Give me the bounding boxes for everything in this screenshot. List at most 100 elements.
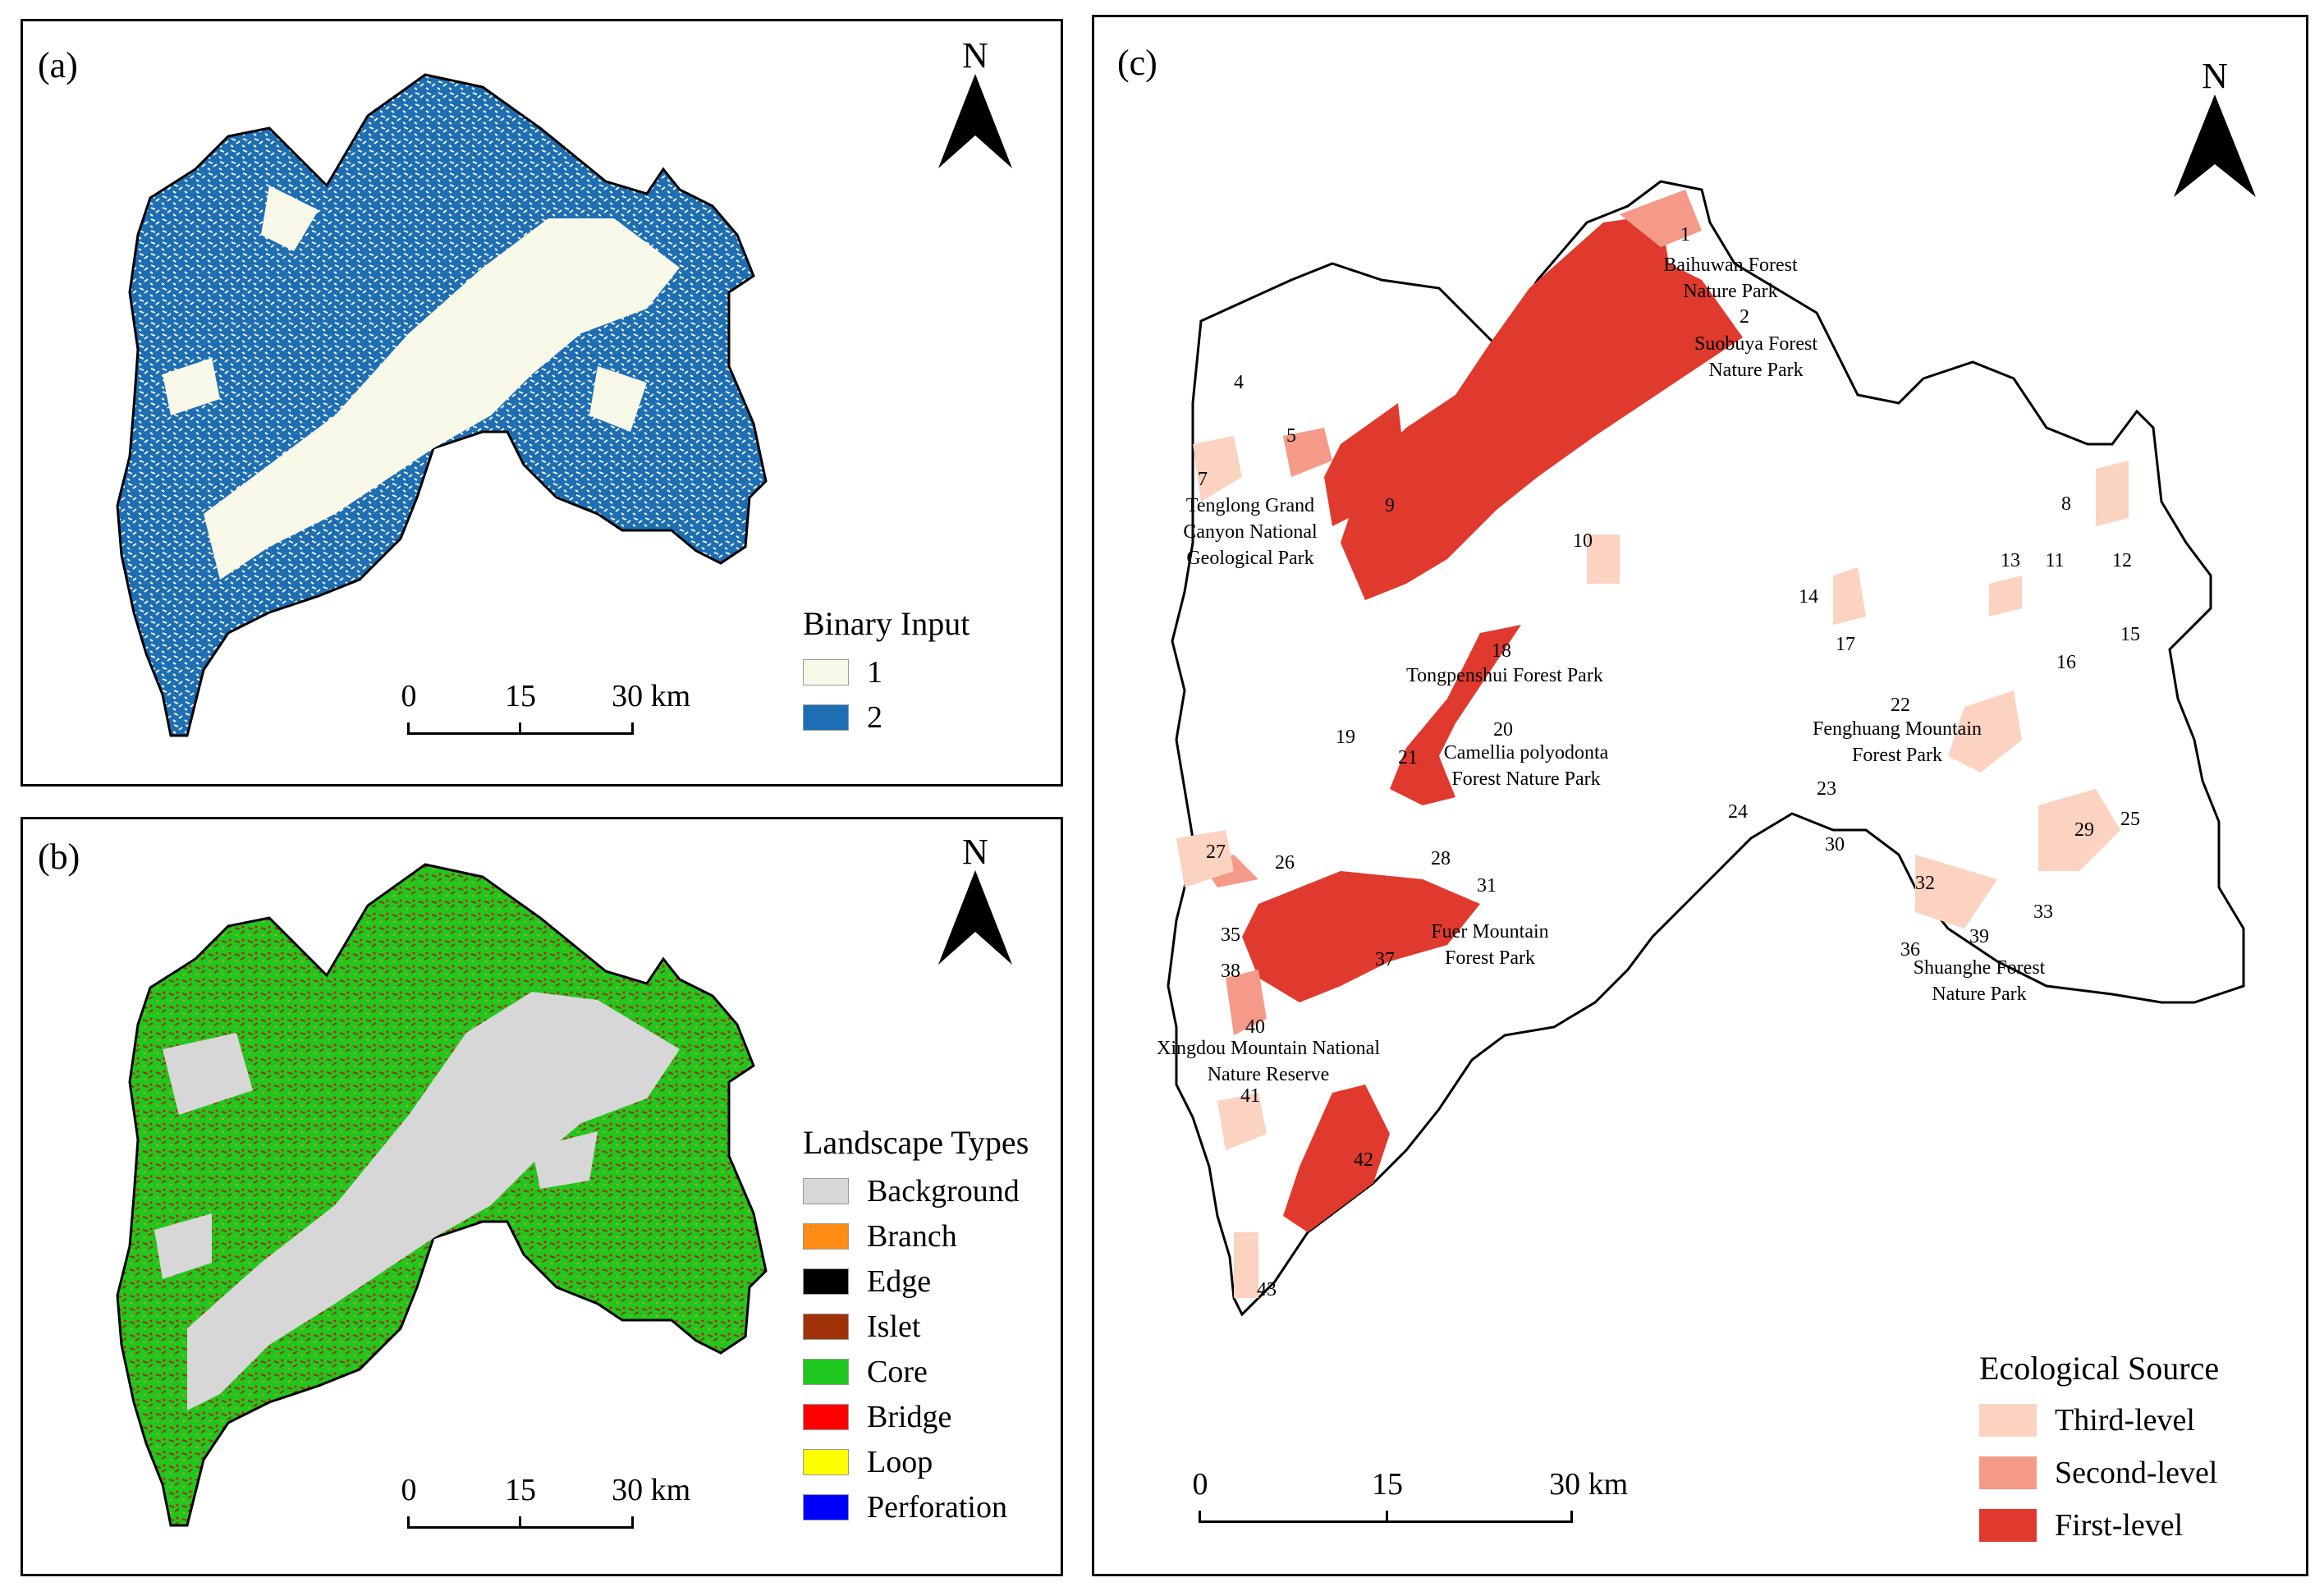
panel-c: (c) 1 2 4 5 7 8 9 10 11 12 13 14 15 16 1… (1092, 15, 2308, 1576)
source-number: 17 (1836, 634, 1855, 655)
source-number: 15 (2120, 624, 2140, 645)
source-number: 32 (1915, 873, 1935, 894)
source-number: 39 (1969, 926, 1989, 947)
source-number: 38 (1221, 961, 1240, 982)
legend-item: Edge (803, 1259, 1029, 1304)
source-number: 7 (1198, 469, 1208, 490)
place-label: Fenghuang Mountain Forest Park (1813, 718, 1982, 766)
source-first-level (1341, 214, 1743, 600)
source-number: 42 (1354, 1149, 1373, 1171)
legend-swatch (803, 658, 849, 686)
legend-item: Islet (803, 1304, 1029, 1349)
legend-item: First-level (1979, 1499, 2219, 1552)
source-number: 29 (2074, 819, 2094, 841)
source-number: 35 (1221, 924, 1240, 946)
legend-swatch (803, 1268, 849, 1295)
source-number: 20 (1493, 719, 1513, 741)
legend-swatch (803, 1358, 849, 1385)
source-number: 28 (1431, 848, 1451, 869)
panel-a-label: (a) (38, 45, 78, 85)
legend-a: Binary Input 1 2 (803, 604, 969, 740)
north-arrow-icon (938, 74, 1012, 168)
legend-item: Core (803, 1349, 1029, 1394)
source-number: 22 (1891, 695, 1910, 716)
source-first-level (1390, 625, 1521, 805)
panel-c-map (1167, 180, 2245, 1317)
source-number: 21 (1398, 747, 1418, 768)
legend-swatch (1979, 1404, 2037, 1437)
legend-c: Ecological Source Third-level Second-lev… (1979, 1349, 2219, 1552)
place-label: Camellia polyodonta Forest Nature Park (1443, 742, 1609, 790)
legend-item: 2 (803, 695, 969, 740)
source-number: 27 (1206, 842, 1226, 863)
panel-b-label: (b) (38, 837, 80, 877)
source-first-level (1324, 403, 1406, 526)
legend-item: Perforation (803, 1484, 1029, 1530)
legend-swatch (1979, 1509, 2037, 1542)
source-number: 41 (1240, 1085, 1260, 1107)
legend-swatch (803, 1177, 849, 1204)
legend-swatch (803, 1403, 849, 1430)
source-number: 13 (2001, 550, 2020, 571)
source-number: 30 (1825, 834, 1845, 855)
place-label: Shuanghe Forest Nature Park (1913, 957, 2046, 1005)
source-number: 12 (2112, 550, 2132, 571)
legend-b: Landscape Types Background Branch Edge I… (803, 1123, 1029, 1530)
place-label: Tongpenshui Forest Park (1406, 665, 1603, 686)
legend-swatch (803, 1493, 849, 1520)
source-number: 5 (1286, 425, 1296, 447)
source-number: 9 (1385, 495, 1395, 516)
north-arrow-icon (2174, 94, 2256, 197)
scale-bar-c: 0 15 30 km (1193, 1466, 1628, 1532)
source-number: 19 (1336, 727, 1355, 748)
source-number: 33 (2033, 901, 2053, 923)
source-number: 18 (1492, 640, 1511, 662)
legend-item: Branch (803, 1213, 1029, 1259)
place-label: Tenglong Grand Canyon National Geologica… (1183, 495, 1318, 569)
legend-swatch (803, 1222, 849, 1250)
panel-a-map (116, 73, 768, 737)
panel-c-label: (c) (1117, 43, 1157, 83)
source-number: 4 (1234, 372, 1244, 393)
source-number: 25 (2120, 809, 2140, 830)
source-number: 10 (1573, 530, 1593, 552)
source-number: 16 (2056, 652, 2076, 673)
north-arrow-c: N (2170, 58, 2260, 205)
source-number: 8 (2061, 493, 2071, 515)
legend-item: Bridge (803, 1394, 1029, 1439)
source-number: 14 (1799, 586, 1818, 608)
background-b (187, 992, 680, 1410)
source-number: 1 (1680, 224, 1690, 245)
place-label: Xingdou Mountain National Nature Reserve (1157, 1038, 1380, 1085)
source-number: 23 (1817, 778, 1836, 800)
legend-item: Third-level (1979, 1394, 2219, 1447)
scale-bar-b: 0 15 30 km (401, 1472, 690, 1538)
source-number: 26 (1275, 852, 1295, 874)
valley-a (204, 218, 680, 580)
source-number: 11 (2045, 550, 2065, 571)
source-first-level (1283, 1085, 1390, 1232)
legend-swatch (803, 704, 849, 731)
source-number: 24 (1728, 801, 1748, 823)
legend-item: Background (803, 1168, 1029, 1213)
legend-swatch (803, 1448, 849, 1475)
legend-item: Loop (803, 1439, 1029, 1484)
place-label: Baihuwan Forest Nature Park (1663, 255, 1798, 302)
legend-swatch (1979, 1456, 2037, 1489)
source-number: 2 (1740, 306, 1749, 328)
north-arrow-icon (938, 870, 1012, 965)
source-number: 36 (1900, 939, 1920, 961)
north-arrow-b: N (934, 834, 1016, 973)
source-number: 40 (1245, 1016, 1265, 1038)
panel-b: (b) N Landscape Types Background Branch … (21, 817, 1063, 1576)
legend-title: Binary Input (803, 605, 970, 642)
source-third-level (1176, 436, 2129, 1298)
legend-swatch (803, 1313, 849, 1340)
source-number: 31 (1477, 875, 1497, 897)
panel-a: (a) N Binary Input 1 2 0 15 30 km (21, 19, 1063, 787)
panel-b-map (116, 863, 768, 1527)
legend-title: Landscape Types (803, 1124, 1029, 1161)
north-arrow-a: N (934, 38, 1016, 177)
scale-bar-a: 0 15 30 km (401, 678, 690, 744)
source-number: 37 (1375, 949, 1395, 970)
